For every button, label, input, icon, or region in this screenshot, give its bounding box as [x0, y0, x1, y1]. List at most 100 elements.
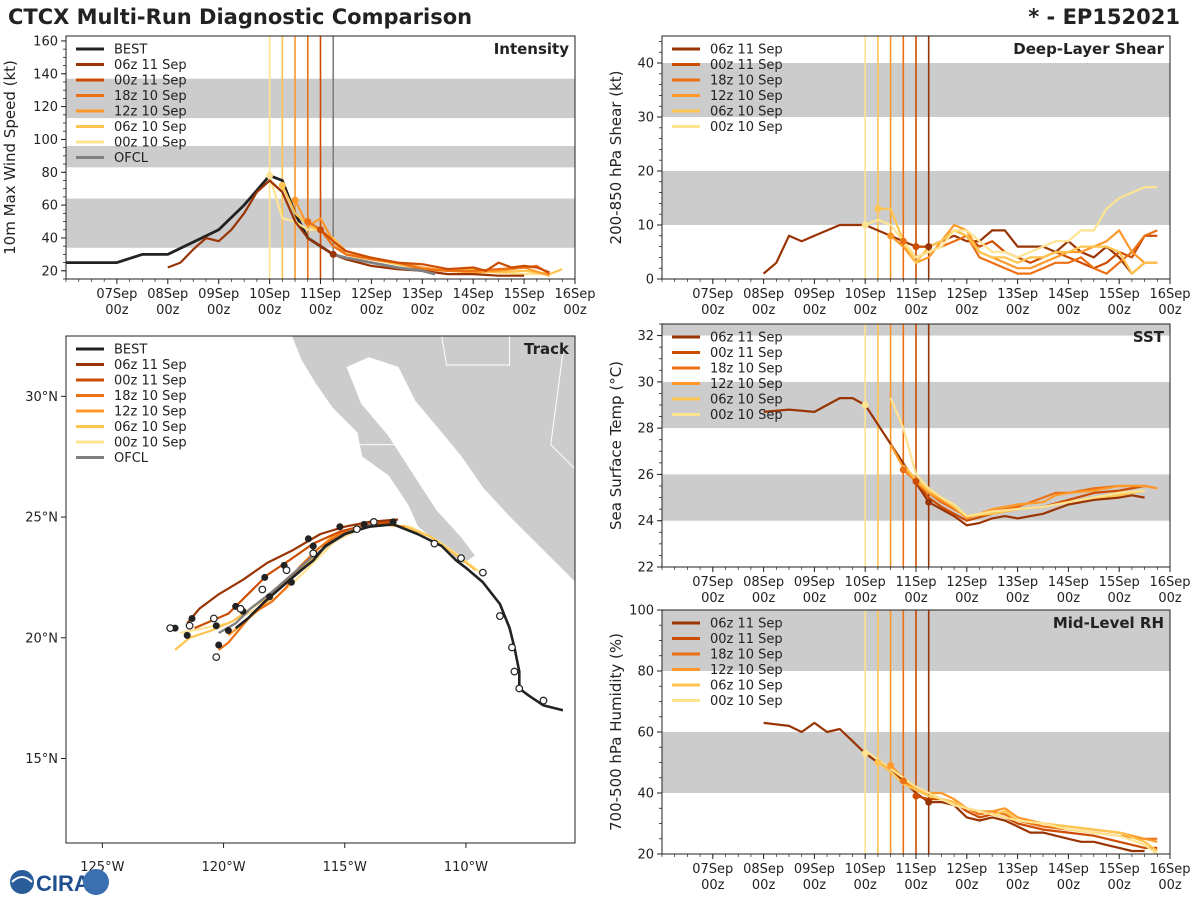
x-tick-label-hour: 00z: [1158, 878, 1182, 893]
series-line-ofcl: [332, 253, 436, 276]
x-tick-label-date: 08Sep: [743, 575, 784, 590]
x-tick-label-hour: 00z: [156, 303, 180, 318]
panel-title: Deep-Layer Shear: [1013, 40, 1164, 58]
x-tick-label-date: 14Sep: [1048, 575, 1089, 590]
x-tick-label-date: 13Sep: [997, 287, 1038, 302]
init-marker-06z-11-sep: [925, 498, 933, 506]
panel-title: Mid-Level RH: [1053, 614, 1164, 632]
x-tick-label-hour: 00z: [1108, 878, 1132, 893]
x-tick-label-date: 12Sep: [946, 287, 987, 302]
lon-tick-label: 110°W: [444, 860, 488, 875]
lon-tick-label: 115°W: [323, 860, 367, 875]
series-line-06z-11-sep: [763, 721, 1145, 853]
legend-label-00z-11-sep: 00z 11 Sep: [710, 58, 783, 73]
track-point-filled: [212, 622, 220, 630]
x-tick-label-date: 13Sep: [402, 287, 443, 302]
plot-area: [662, 324, 1170, 567]
x-tick-label-hour: 00z: [1108, 303, 1132, 318]
x-tick-label-hour: 00z: [854, 591, 878, 606]
x-tick-label-date: 07Sep: [692, 287, 733, 302]
x-tick-label-date: 09Sep: [198, 287, 239, 302]
x-tick-label-hour: 00z: [955, 591, 979, 606]
track-point-open: [212, 653, 221, 661]
series-line-06z-10-sep: [281, 184, 563, 276]
track-line-06z-11-sep: [186, 518, 399, 625]
lat-tick-label: 15°N: [25, 752, 58, 767]
track-point-filled: [336, 523, 344, 531]
y-axis-label: 10m Max Wind Speed (kt): [1, 60, 19, 255]
x-tick-label-date: 14Sep: [1048, 287, 1089, 302]
rh-panel: 2040608010007Sep00z08Sep00z09Sep00z10Sep…: [607, 604, 1191, 894]
x-tick-label-hour: 00z: [1108, 591, 1132, 606]
legend-label-06z-11-sep: 06z 11 Sep: [710, 617, 783, 632]
x-tick-label-date: 15Sep: [1099, 862, 1140, 877]
legend-label-12z-10-sep: 12z 10 Sep: [114, 405, 187, 420]
x-tick-label-date: 07Sep: [692, 575, 733, 590]
legend-label-ofcl: OFCL: [114, 151, 149, 166]
track-point-filled: [389, 518, 397, 526]
y-tick-label: 100: [629, 604, 654, 619]
x-tick-label-hour: 00z: [955, 878, 979, 893]
x-tick-label-hour: 00z: [854, 878, 878, 893]
x-tick-label-date: 13Sep: [997, 575, 1038, 590]
x-tick-label-hour: 00z: [1006, 591, 1030, 606]
plot-area: [66, 36, 575, 279]
x-tick-label-date: 10Sep: [845, 862, 886, 877]
track-point-filled: [224, 627, 232, 635]
legend-label-best: BEST: [114, 43, 147, 58]
x-tick-label-hour: 00z: [701, 878, 725, 893]
border-line: [441, 336, 511, 366]
x-tick-label-date: 10Sep: [249, 287, 290, 302]
x-tick-label-date: 07Sep: [692, 862, 733, 877]
track-point-open: [185, 621, 194, 630]
y-axis-label: Sea Surface Temp (°C): [607, 361, 625, 530]
y-tick-label: 22: [637, 561, 654, 576]
x-tick-label-hour: 00z: [803, 878, 827, 893]
lat-tick-label: 20°N: [25, 631, 58, 646]
x-tick-label-hour: 00z: [512, 303, 536, 318]
track-line-best: [234, 522, 564, 712]
best-track-point: [515, 684, 524, 693]
best-track-point: [510, 667, 519, 676]
y-tick-label: 40: [637, 57, 654, 72]
y-tick-label: 80: [637, 665, 654, 680]
logo-badge: [83, 869, 109, 895]
border-line: [550, 352, 575, 470]
init-marker-12z-10-sep: [291, 196, 299, 204]
best-track-point: [495, 612, 504, 620]
x-tick-label-date: 16Sep: [554, 287, 595, 302]
map-frame: [65, 335, 576, 844]
legend-label-06z-10-sep: 06z 10 Sep: [710, 393, 783, 408]
legend-label-00z-10-sep: 00z 10 Sep: [710, 694, 783, 709]
best-track-point: [539, 696, 548, 705]
track-point-filled: [309, 542, 317, 550]
init-marker-06z-10-sep: [278, 181, 286, 189]
x-tick-label-hour: 00z: [309, 303, 333, 318]
init-marker-00z-11-sep: [912, 792, 920, 800]
x-tick-label-hour: 00z: [803, 303, 827, 318]
x-tick-label-date: 11Sep: [895, 575, 936, 590]
x-tick-label-hour: 00z: [258, 303, 282, 318]
x-tick-label-date: 16Sep: [1149, 862, 1190, 877]
init-marker-00z-10-sep: [861, 401, 869, 409]
x-tick-label-date: 09Sep: [794, 862, 835, 877]
legend-label-06z-10-sep: 06z 10 Sep: [114, 420, 187, 435]
track-point-open: [166, 624, 175, 633]
y-tick-label: 20: [637, 848, 654, 863]
init-marker-18z-10-sep: [304, 218, 312, 226]
track-panel: 125°W 120°W 115°W 110°W30°N25°N20°N15°NTrac…: [25, 335, 576, 875]
y-tick-label: 20: [637, 165, 654, 180]
x-tick-label-date: 12Sep: [946, 575, 987, 590]
legend-label-18z-10-sep: 18z 10 Sep: [114, 89, 187, 104]
x-tick-label-date: 16Sep: [1149, 287, 1190, 302]
logo-globe: [10, 870, 34, 894]
x-tick-label-date: 08Sep: [147, 287, 188, 302]
y-tick-label: 30: [637, 375, 654, 390]
x-tick-label-date: 11Sep: [300, 287, 341, 302]
series-line-06z-11-sep: [167, 179, 525, 277]
plot-area: [662, 610, 1170, 854]
x-tick-label-hour: 00z: [904, 591, 928, 606]
storm-id: * - EP152021: [1028, 5, 1180, 29]
y-tick-label: 20: [41, 264, 58, 279]
